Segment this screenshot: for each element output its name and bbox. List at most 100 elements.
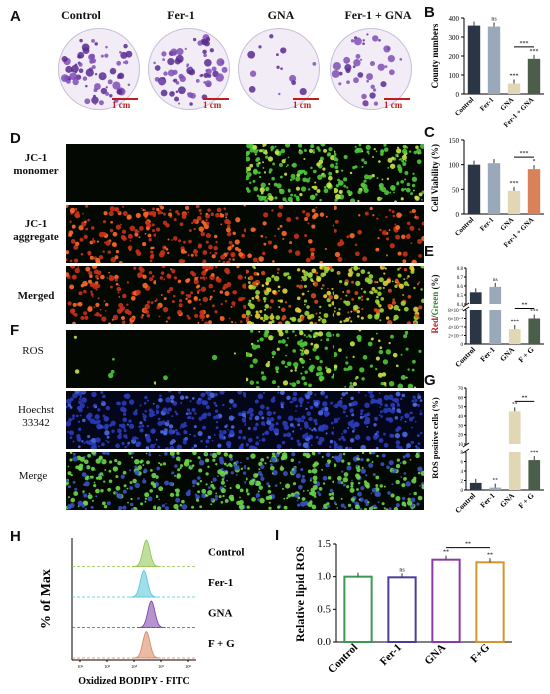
y-tick-label: 10 [458, 443, 464, 448]
cell [144, 232, 147, 235]
cell [246, 172, 252, 177]
cell [389, 243, 395, 249]
colony [380, 81, 387, 88]
x-tick-label: GNA [499, 96, 516, 113]
bar [343, 575, 373, 644]
cell [141, 413, 144, 416]
cell [288, 249, 293, 253]
cell [264, 236, 267, 239]
cell [275, 315, 281, 320]
cell [387, 288, 392, 293]
cell [175, 456, 181, 462]
cell [396, 182, 400, 186]
micrograph [156, 330, 246, 388]
cell [320, 287, 323, 290]
cell [205, 405, 210, 410]
cell [95, 259, 101, 263]
cell [328, 461, 331, 464]
cell [212, 304, 215, 308]
cell [85, 266, 91, 272]
cell [69, 452, 73, 454]
cell [126, 303, 129, 306]
bar [508, 411, 521, 444]
cell [322, 284, 325, 287]
cell [158, 397, 163, 403]
cell [349, 446, 352, 449]
y-tick-label: 8 [461, 451, 464, 456]
cell [66, 272, 70, 277]
cell [381, 453, 386, 458]
cell [360, 444, 366, 449]
cell [231, 301, 236, 306]
cell [177, 279, 182, 283]
x-tick-label: Fer-1 [478, 491, 497, 510]
bracket-label: *** [520, 151, 529, 157]
cell [285, 321, 291, 324]
cell [261, 437, 266, 442]
cell [370, 337, 374, 341]
colony [211, 66, 217, 72]
cell [147, 496, 153, 502]
cell [290, 492, 295, 497]
cell [305, 257, 311, 263]
cell [395, 391, 401, 397]
cell-dots [163, 352, 236, 381]
cell [381, 178, 384, 181]
colony [176, 48, 184, 56]
cell [346, 368, 350, 371]
cell [418, 151, 422, 155]
cell [69, 458, 73, 462]
cell [205, 219, 208, 222]
cell [410, 440, 414, 445]
cell [364, 277, 370, 283]
significance-label: * [533, 159, 536, 165]
cell [402, 460, 407, 465]
bar [469, 292, 482, 304]
cell [214, 409, 219, 413]
cell [390, 402, 396, 408]
cell [282, 471, 288, 477]
cell [276, 271, 279, 274]
cell [302, 347, 305, 350]
cell [266, 410, 272, 417]
cell [282, 380, 289, 386]
cell [335, 162, 338, 165]
cell [360, 316, 364, 320]
cell [338, 180, 344, 186]
cell [346, 485, 350, 489]
colony [361, 93, 367, 100]
cell-dots [246, 330, 336, 388]
cell [343, 184, 347, 188]
cell [205, 439, 210, 444]
cell [417, 442, 421, 446]
significance-label: ns [399, 567, 405, 573]
cell [310, 252, 315, 256]
colony [71, 64, 79, 73]
cell [420, 288, 423, 291]
cell [364, 394, 367, 397]
cell [283, 424, 290, 430]
cell [420, 431, 423, 435]
cell [163, 278, 166, 281]
cell [383, 147, 389, 152]
cell [415, 145, 419, 150]
cell [393, 506, 399, 510]
cell [300, 186, 307, 192]
cell [400, 397, 403, 401]
cell [176, 309, 182, 315]
cell [237, 485, 241, 489]
cell [108, 460, 113, 464]
cell [121, 229, 127, 234]
cell [95, 302, 100, 307]
cell [286, 483, 289, 486]
cell [324, 346, 328, 350]
cell [334, 403, 339, 409]
chart-red-green-ratio: 0.40.50.60.70.802×10⁻⁴4×10⁻⁴6×10⁻⁴8×10⁻⁴… [430, 267, 544, 369]
cell [207, 393, 211, 397]
cell [261, 148, 265, 153]
colony [119, 50, 122, 54]
cell [66, 258, 68, 261]
y-tick-label: 200 [449, 53, 460, 61]
cell [291, 317, 296, 322]
cell [222, 430, 227, 435]
